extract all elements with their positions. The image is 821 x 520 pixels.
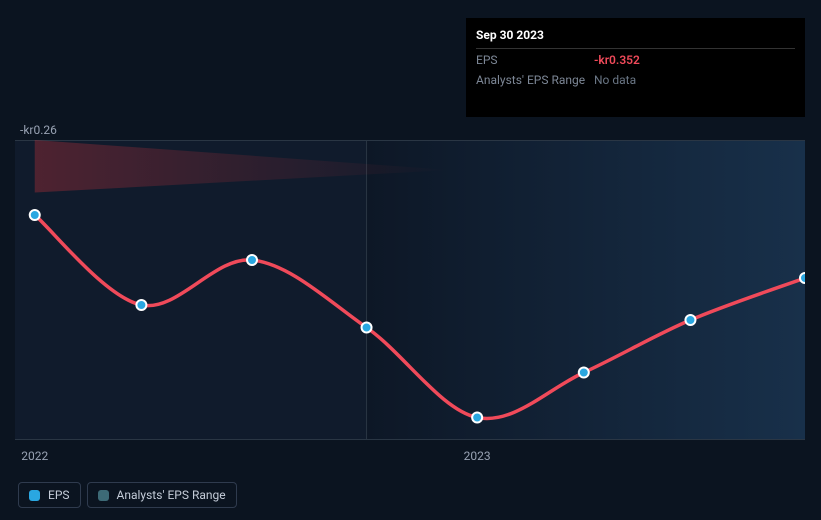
legend-label: Analysts' EPS Range [117,488,226,502]
tooltip-value-nodata: No data [594,71,636,89]
x-tick-2022: 2022 [21,449,48,463]
tooltip-label: EPS [476,51,594,69]
y-tick-top: -kr0.26 [20,123,57,137]
tooltip-row-range: Analysts' EPS Range No data [476,69,795,89]
tooltip-title: Sep 30 2023 [476,26,795,49]
x-tick-2023: 2023 [464,449,491,463]
legend-swatch-range [98,490,109,501]
legend-label: EPS [48,488,70,502]
tooltip-box: Sep 30 2023 EPS -kr0.352 Analysts' EPS R… [466,18,805,117]
legend-item-eps[interactable]: EPS [18,482,81,508]
legend: EPS Analysts' EPS Range [18,482,237,508]
tooltip-label: Analysts' EPS Range [476,71,594,89]
legend-swatch-eps [29,490,40,501]
tooltip-row-eps: EPS -kr0.352 [476,49,795,69]
tooltip-value-eps: -kr0.352 [594,51,640,69]
chart [15,140,805,440]
legend-item-range[interactable]: Analysts' EPS Range [87,482,237,508]
